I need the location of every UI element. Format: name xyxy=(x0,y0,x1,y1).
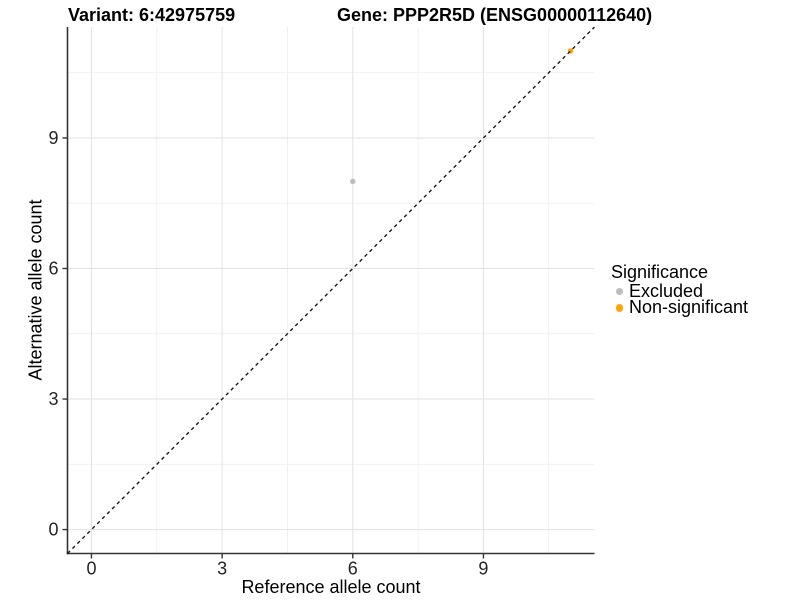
excluded-dot-icon xyxy=(615,287,623,295)
x-tick-label: 6 xyxy=(348,559,358,579)
y-tick-label: 6 xyxy=(48,258,58,278)
identity-dashed-line xyxy=(67,26,595,554)
x-axis-title: Reference allele count xyxy=(241,577,421,597)
y-axis-title: Alternative allele count xyxy=(25,199,46,381)
legend-title: Significance xyxy=(611,262,709,282)
legend-label-non-significant: Non-significant xyxy=(629,297,749,318)
y-tick-label: 3 xyxy=(48,389,58,409)
non-significant-dot-icon xyxy=(615,304,623,312)
legend: Significance Excluded Non-significant xyxy=(610,262,749,318)
variant-title: Variant: 6:42975759 xyxy=(68,5,236,25)
legend-item-non-significant: Non-significant xyxy=(610,297,749,318)
gene-title: Gene: PPP2R5D (ENSG00000112640) xyxy=(337,5,653,25)
legend-label-excluded: Excluded xyxy=(629,280,704,301)
data-point-excluded xyxy=(350,178,356,185)
x-tick-label: 9 xyxy=(478,559,488,579)
x-tick-label: 3 xyxy=(217,559,227,579)
x-tick-label: 0 xyxy=(86,559,96,579)
legend-item-excluded: Excluded xyxy=(610,280,748,301)
y-tick-label: 9 xyxy=(48,128,58,148)
y-tick-label: 0 xyxy=(48,520,58,540)
